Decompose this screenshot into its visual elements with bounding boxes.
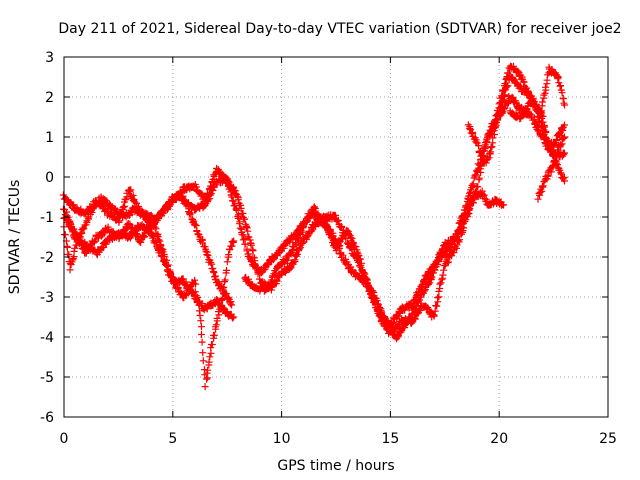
y-tick-label: -5 — [40, 370, 54, 386]
y-axis-label: SDTVAR / TECUs — [7, 180, 23, 295]
y-tick-label: -2 — [40, 250, 54, 266]
x-tick-label: 10 — [273, 431, 291, 447]
series-track-h — [506, 97, 568, 151]
data-point-markers — [241, 187, 508, 343]
series-track-f — [241, 187, 508, 343]
data-point-markers — [60, 205, 238, 391]
x-tick-label: 20 — [490, 431, 508, 447]
data-point-markers — [506, 97, 568, 151]
x-tick-label: 15 — [381, 431, 399, 447]
y-tick-label: 0 — [45, 170, 54, 186]
y-tick-label: 1 — [45, 130, 54, 146]
chart-title: Day 211 of 2021, Sidereal Day-to-day VTE… — [58, 21, 621, 37]
y-tick-label: -3 — [40, 290, 54, 306]
plot-frame — [63, 56, 609, 418]
y-tick-label: -6 — [40, 410, 54, 426]
x-axis-label: GPS time / hours — [277, 458, 394, 474]
axes: 0 5 10 15 20 25 -6 -5 -4 -3 -2 -1 0 1 2 3 — [40, 50, 617, 447]
series-track-c — [60, 205, 238, 391]
y-tick-label: 2 — [45, 90, 54, 106]
x-tick-label: 25 — [599, 431, 617, 447]
x-tick-label: 0 — [60, 431, 69, 447]
plot-area — [59, 62, 568, 391]
data-point-markers — [534, 133, 568, 203]
x-tick-label: 5 — [168, 431, 177, 447]
y-tick-label: -1 — [40, 210, 54, 226]
y-tick-label: -4 — [40, 330, 54, 346]
y-tick-label: 3 — [45, 50, 54, 66]
series-track-i — [534, 133, 568, 203]
